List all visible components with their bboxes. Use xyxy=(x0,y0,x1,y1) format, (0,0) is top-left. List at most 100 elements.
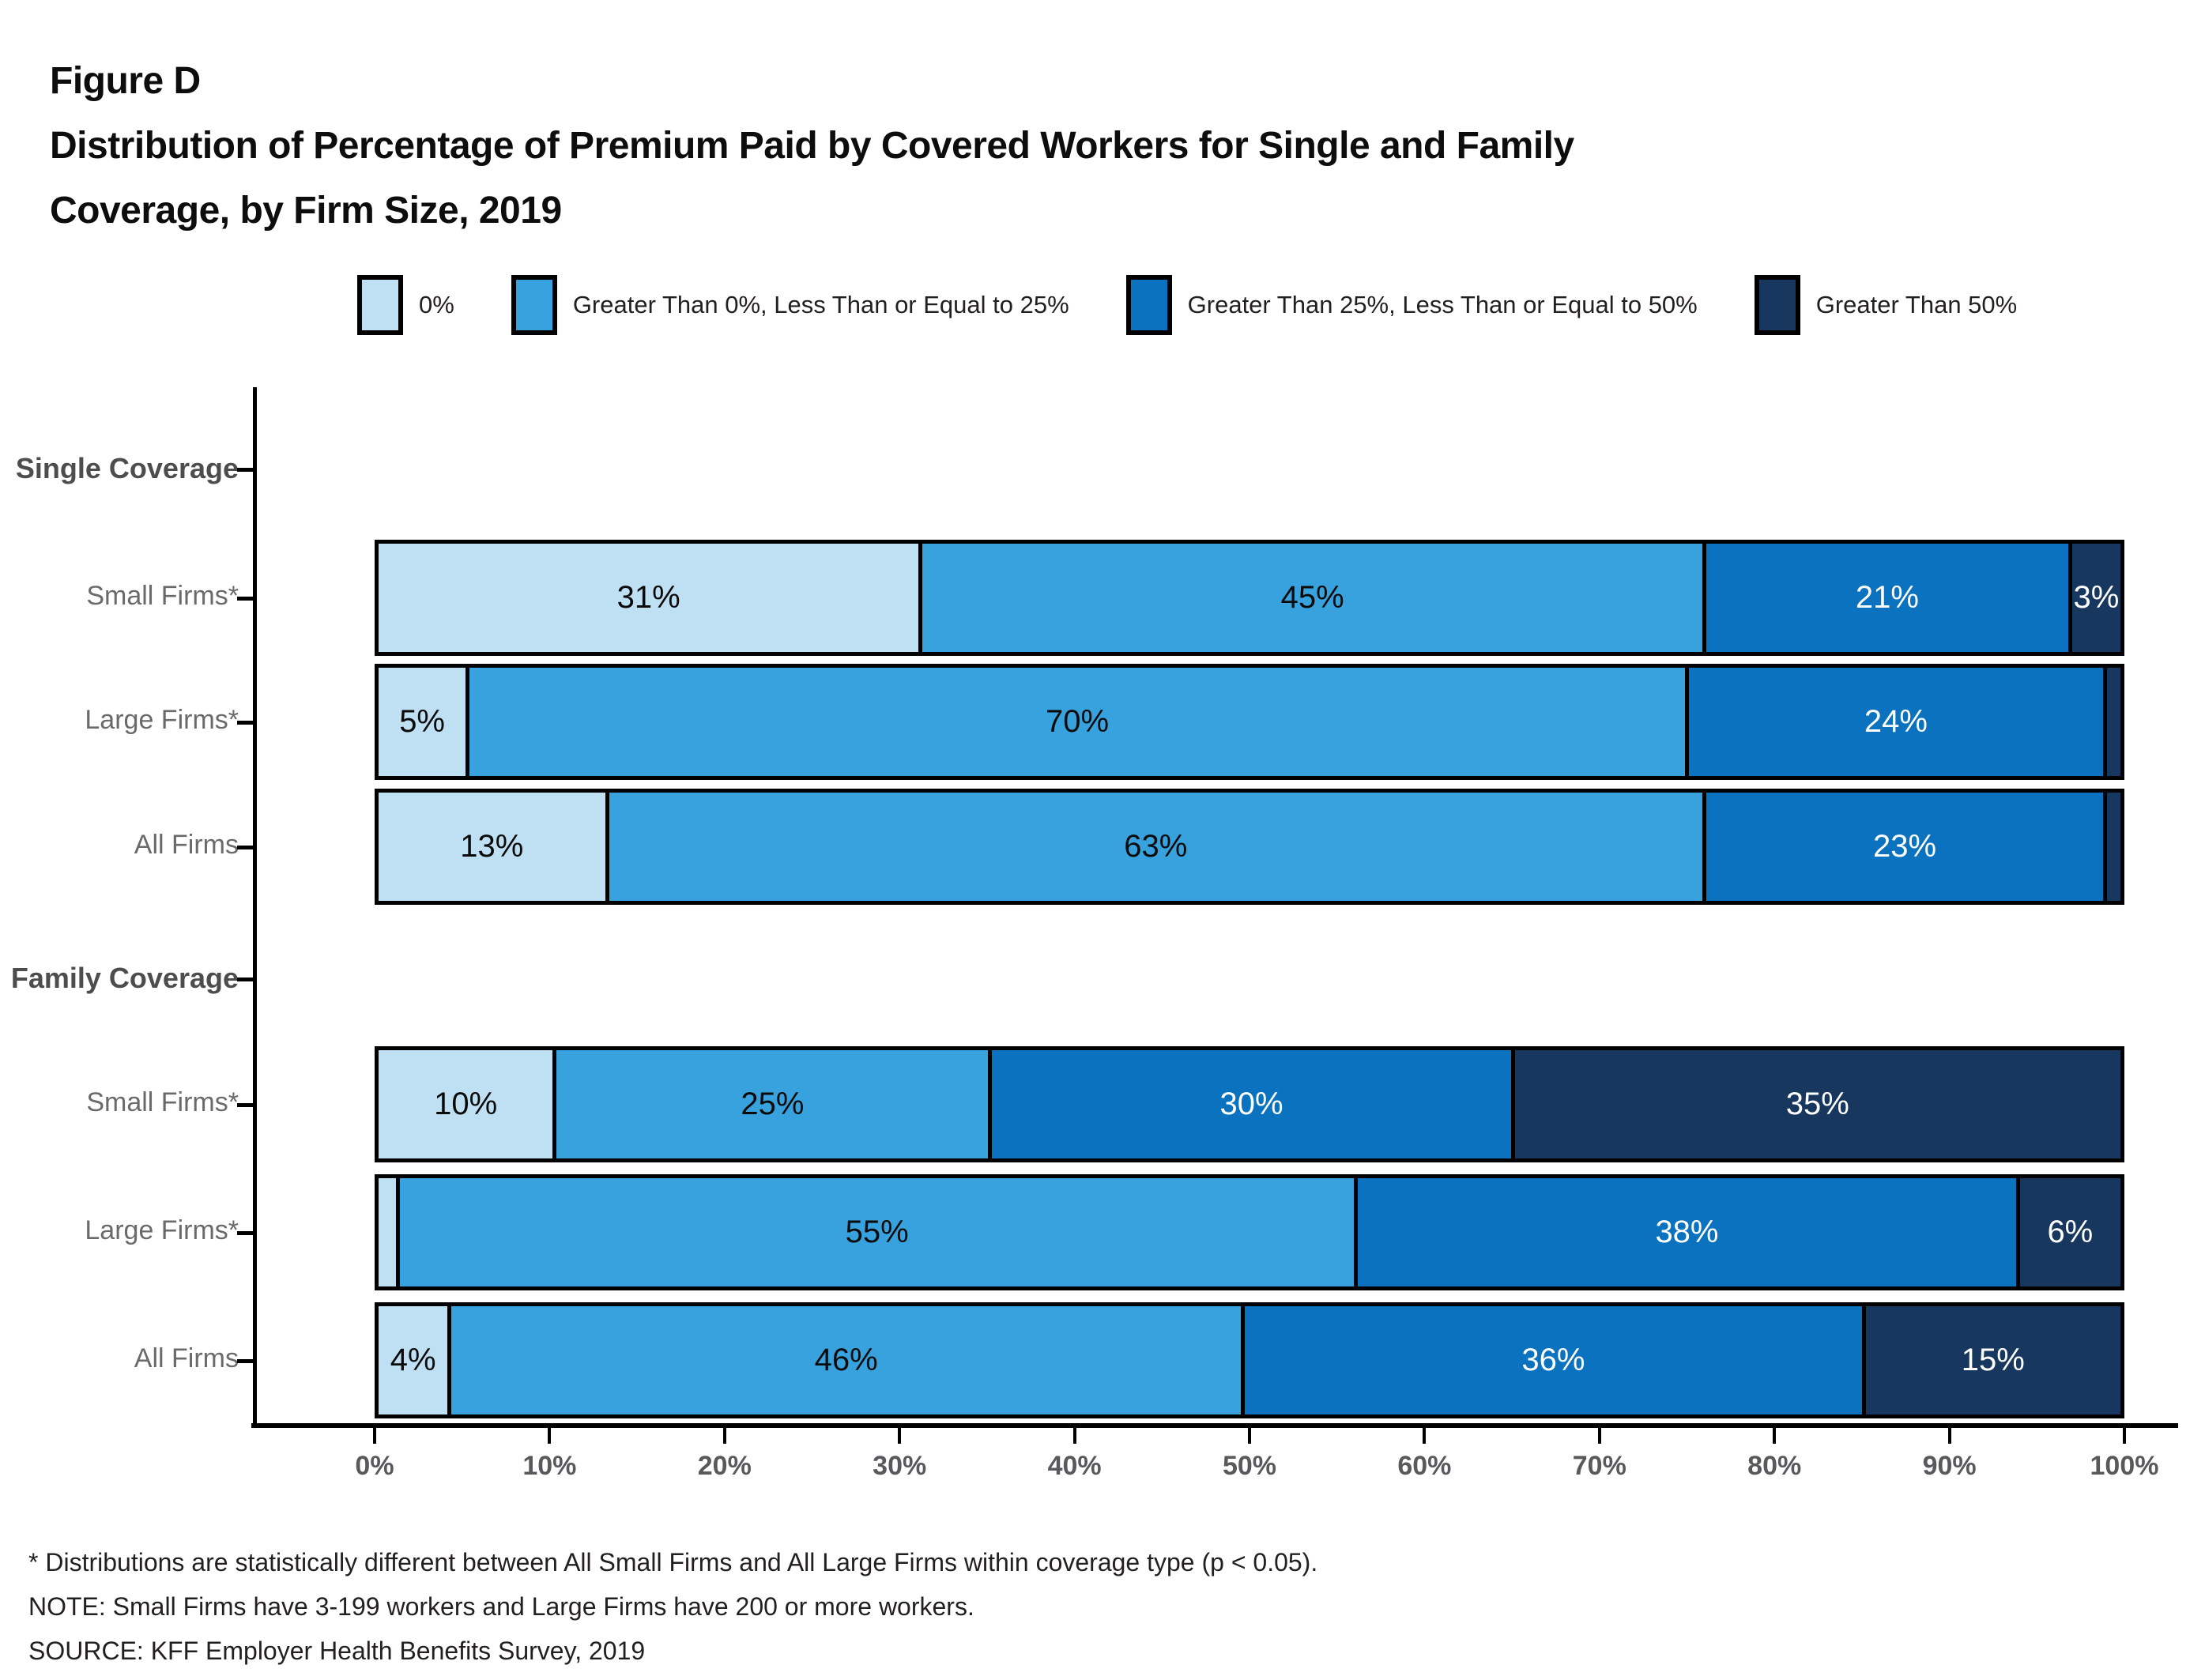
bar-segment: 35% xyxy=(1510,1050,2120,1158)
bar-segment: 63% xyxy=(605,793,1703,901)
x-axis-tick-label: 20% xyxy=(697,1451,752,1481)
group-label: Family Coverage xyxy=(10,962,239,994)
bar-segment: 25% xyxy=(552,1050,989,1158)
bar-segment: 55% xyxy=(396,1178,1355,1286)
bar-value-label: 35% xyxy=(1785,1087,1849,1121)
bar-segment: 5% xyxy=(379,668,466,776)
legend-label: Greater Than 25%, Less Than or Equal to … xyxy=(1187,291,1698,318)
bar-segment: 38% xyxy=(1354,1178,2016,1286)
x-axis-tick-mark xyxy=(1248,1428,1251,1444)
bar-value-label: 6% xyxy=(2047,1215,2094,1249)
bar-value-label: 5% xyxy=(399,704,445,739)
x-axis-tick-label: 90% xyxy=(1922,1451,1977,1481)
row-label: Large Firms* xyxy=(85,1215,239,1245)
bar-value-label: 10% xyxy=(434,1087,498,1121)
x-axis-tick-mark xyxy=(373,1428,376,1444)
bar-segment: 24% xyxy=(1684,668,2103,776)
x-axis-tick-mark xyxy=(722,1428,726,1444)
legend-swatch xyxy=(1125,275,1172,335)
bar-value-label: 21% xyxy=(1855,580,1919,615)
legend-swatch xyxy=(1754,275,1800,335)
bar-value-label: 55% xyxy=(845,1215,909,1249)
bar-value-label: 46% xyxy=(814,1343,878,1377)
bar-segment: 4% xyxy=(379,1306,448,1414)
footnote-source: SOURCE: KFF Employer Health Benefits Sur… xyxy=(28,1637,646,1665)
group-label: Single Coverage xyxy=(15,452,239,484)
x-axis-tick-mark xyxy=(1773,1428,1777,1444)
bar-segment xyxy=(379,1178,397,1286)
y-axis-tick xyxy=(237,1102,256,1107)
y-axis-tick xyxy=(237,1358,256,1363)
bar-segment: 70% xyxy=(466,668,1685,776)
legend-item: Greater Than 0%, Less Than or Equal to 2… xyxy=(511,275,1069,335)
footnote-asterisk: * Distributions are statistically differ… xyxy=(28,1548,1318,1576)
legend-item: Greater Than 25%, Less Than or Equal to … xyxy=(1125,275,1698,335)
bar-row: 4% 46% 36% 15% xyxy=(375,1302,2124,1418)
x-axis-tick-label: 30% xyxy=(873,1451,927,1481)
y-axis-tick xyxy=(237,977,256,981)
x-axis-tick-mark xyxy=(1423,1428,1427,1444)
bar-row: 5% 70% 24% xyxy=(375,664,2124,780)
bar-value-label: 31% xyxy=(616,580,680,615)
bar-value-label: 3% xyxy=(2073,580,2120,615)
bar-value-label: 23% xyxy=(1872,829,1937,864)
bar-segment: 36% xyxy=(1241,1306,1862,1414)
bar-segment: 15% xyxy=(1861,1306,2120,1414)
bar-value-label: 30% xyxy=(1219,1087,1283,1121)
bar-value-label: 70% xyxy=(1046,704,1110,739)
legend-item: Greater Than 50% xyxy=(1754,275,2018,335)
legend-label: 0% xyxy=(419,291,454,318)
bar-segment: 13% xyxy=(379,793,605,901)
x-axis-tick-mark xyxy=(898,1428,902,1444)
x-axis-tick-label: 10% xyxy=(522,1451,577,1481)
y-axis-tick xyxy=(237,468,256,472)
bar-value-label: 4% xyxy=(390,1343,436,1377)
bar-segment xyxy=(2102,793,2120,901)
footnote-note: NOTE: Small Firms have 3-199 workers and… xyxy=(28,1592,974,1621)
y-axis-tick xyxy=(237,596,256,601)
x-axis-line xyxy=(251,1423,2178,1428)
row-label: Small Firms* xyxy=(86,580,239,611)
legend-label: Greater Than 50% xyxy=(1815,291,2018,318)
bar-value-label: 15% xyxy=(1961,1343,2025,1377)
y-axis-line xyxy=(253,387,257,1427)
x-axis-tick-label: 70% xyxy=(1572,1451,1626,1481)
figure-title-line2: Coverage, by Firm Size, 2019 xyxy=(50,190,562,232)
y-axis-tick xyxy=(237,845,256,849)
x-axis-tick-label: 60% xyxy=(1397,1451,1452,1481)
bar-row: 10% 25% 30% 35% xyxy=(375,1046,2124,1162)
legend-swatch xyxy=(357,275,403,335)
bar-value-label: 24% xyxy=(1864,704,1928,739)
row-label: All Firms xyxy=(134,829,239,860)
bar-segment: 45% xyxy=(918,544,1703,652)
x-axis-tick-label: 40% xyxy=(1047,1451,1102,1481)
bar-value-label: 63% xyxy=(1124,829,1188,864)
bar-row: 13% 63% 23% xyxy=(375,789,2124,905)
figure-title-line1: Distribution of Percentage of Premium Pa… xyxy=(50,125,1574,167)
legend-label: Greater Than 0%, Less Than or Equal to 2… xyxy=(572,291,1069,318)
bar-segment: 46% xyxy=(447,1306,1242,1414)
bar-value-label: 38% xyxy=(1655,1215,1719,1249)
x-axis-tick-mark xyxy=(1947,1428,1951,1444)
bar-value-label: 36% xyxy=(1521,1343,1585,1377)
figure-title-block: Figure D Distribution of Percentage of P… xyxy=(50,49,1574,243)
footnotes: * Distributions are statistically differ… xyxy=(28,1547,1317,1680)
bar-value-label: 25% xyxy=(741,1087,805,1121)
x-axis-tick-label: 100% xyxy=(2090,1451,2159,1481)
x-axis-tick-mark xyxy=(548,1428,552,1444)
y-axis-tick xyxy=(237,720,256,725)
x-axis-tick-label: 50% xyxy=(1222,1451,1277,1481)
row-label: Small Firms* xyxy=(86,1087,239,1117)
bar-value-label: 13% xyxy=(460,829,524,864)
x-axis-tick-label: 80% xyxy=(1747,1451,1802,1481)
figure-label: Figure D xyxy=(50,60,201,102)
bar-segment: 6% xyxy=(2015,1178,2120,1286)
bar-value-label: 45% xyxy=(1280,580,1344,615)
bar-segment: 10% xyxy=(379,1050,553,1158)
bar-segment: 3% xyxy=(2067,544,2120,652)
legend-swatch xyxy=(511,275,557,335)
bar-row: 31% 45% 21% 3% xyxy=(375,540,2124,656)
bar-segment: 21% xyxy=(1702,544,2068,652)
y-axis-tick xyxy=(237,1230,256,1235)
